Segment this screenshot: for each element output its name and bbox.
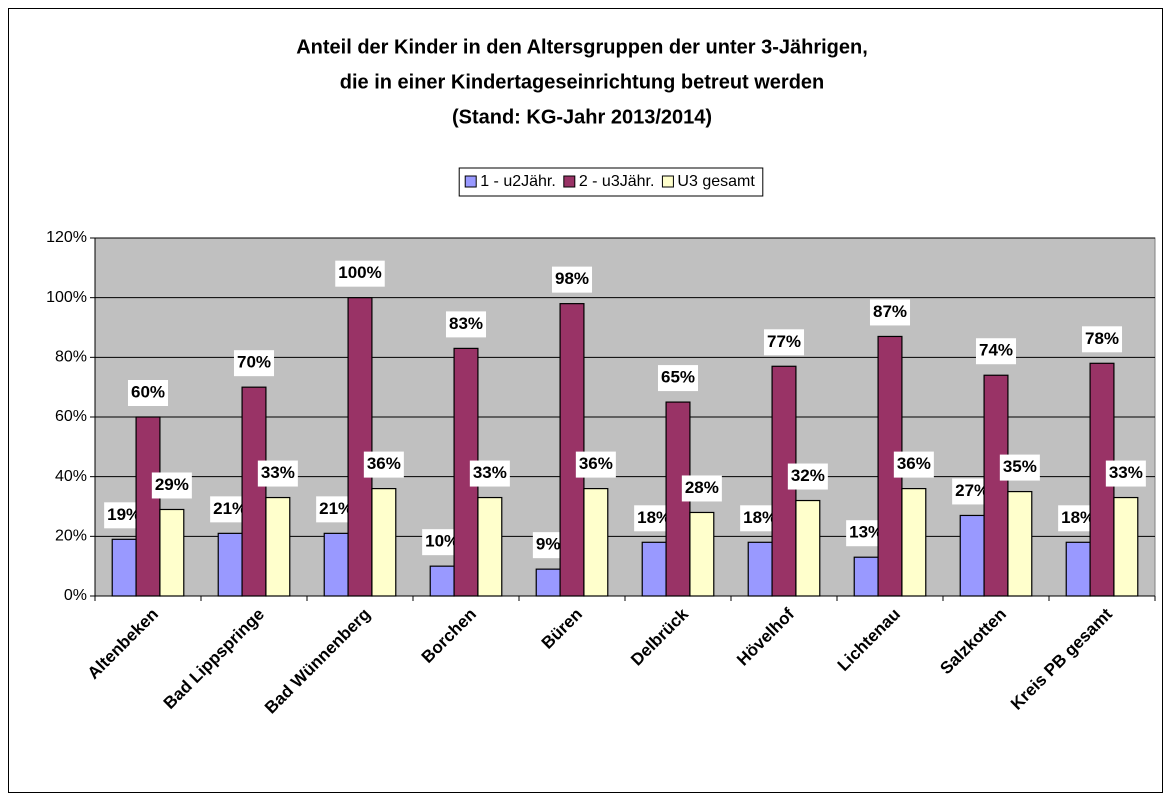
- value-label: 33%: [261, 463, 295, 482]
- bar: [853, 556, 879, 597]
- label-bg: [1081, 326, 1123, 353]
- value-label: 28%: [685, 478, 719, 497]
- legend-label: U3 gesamt: [677, 173, 755, 190]
- bar: [347, 297, 373, 597]
- value-label: 33%: [1109, 463, 1143, 482]
- label-bg: [151, 472, 192, 499]
- value-label: 35%: [1003, 457, 1037, 476]
- value-label: 33%: [473, 463, 507, 482]
- value-label: 18%: [743, 508, 777, 527]
- value-label: 27%: [955, 481, 989, 500]
- label-bg: [975, 338, 1017, 365]
- value-label: 87%: [873, 302, 907, 321]
- value-label: 78%: [1085, 329, 1119, 348]
- label-bg: [869, 299, 911, 326]
- value-label: 32%: [791, 466, 825, 485]
- label-bg: [445, 311, 487, 338]
- label-bg: [763, 329, 805, 356]
- bar: [901, 488, 927, 597]
- bar: [477, 496, 503, 597]
- bar: [747, 541, 773, 597]
- value-label: 98%: [555, 269, 589, 288]
- bar: [959, 514, 985, 597]
- value-label: 60%: [131, 382, 165, 401]
- value-label: 21%: [213, 499, 247, 518]
- value-label: 83%: [449, 314, 483, 333]
- value-label: 13%: [849, 523, 883, 542]
- bar: [983, 374, 1009, 597]
- legend-label: 1 - u2Jähr.: [480, 173, 556, 190]
- y-tick-label: 80%: [55, 349, 87, 366]
- value-label: 36%: [579, 454, 613, 473]
- legend-swatch: [563, 175, 576, 188]
- label-bg: [551, 266, 593, 293]
- bar: [1065, 541, 1091, 597]
- bar: [641, 541, 667, 597]
- value-label: 74%: [979, 341, 1013, 360]
- value-label: 36%: [897, 454, 931, 473]
- value-label: 9%: [536, 535, 561, 554]
- bar: [111, 538, 137, 597]
- y-tick-label: 0%: [64, 587, 87, 604]
- label-bg: [1105, 460, 1146, 487]
- bar: [1113, 496, 1139, 597]
- label-bg: [657, 365, 699, 392]
- y-tick-label: 20%: [55, 528, 87, 545]
- value-label: 10%: [425, 532, 459, 551]
- y-tick-label: 100%: [46, 289, 87, 306]
- value-label: 18%: [637, 508, 671, 527]
- bar: [795, 499, 821, 597]
- label-bg: [233, 350, 275, 377]
- label-bg: [893, 451, 934, 478]
- label-bg: [335, 260, 385, 287]
- bar: [1007, 490, 1033, 597]
- bar: [323, 532, 349, 597]
- y-tick-label: 40%: [55, 468, 87, 485]
- bar: [241, 386, 267, 597]
- value-label: 19%: [107, 505, 141, 524]
- bar: [535, 568, 561, 597]
- value-label: 100%: [338, 263, 381, 282]
- bar: [135, 416, 161, 597]
- label-bg: [127, 380, 169, 406]
- label-bg: [787, 463, 828, 490]
- legend-swatch: [661, 175, 674, 188]
- label-bg: [469, 460, 510, 487]
- bar: [583, 488, 609, 597]
- legend-box: [458, 167, 764, 197]
- bar: [265, 496, 291, 597]
- bar: [217, 532, 243, 597]
- label-bg: [999, 454, 1040, 481]
- value-label: 18%: [1061, 508, 1095, 527]
- bar: [371, 488, 397, 597]
- y-tick-label: 120%: [46, 229, 87, 246]
- label-bg: [532, 532, 564, 559]
- label-bg: [575, 451, 616, 478]
- value-label: 77%: [767, 332, 801, 351]
- chart-title: (Stand: KG-Jahr 2013/2014): [452, 106, 712, 128]
- value-label: 70%: [237, 353, 271, 372]
- value-label: 21%: [319, 499, 353, 518]
- chart-title: die in einer Kindertageseinrichtung betr…: [340, 71, 825, 93]
- y-tick-label: 60%: [55, 408, 87, 425]
- label-bg: [681, 475, 722, 502]
- legend-swatch: [464, 175, 477, 188]
- value-label: 65%: [661, 368, 695, 387]
- bar: [559, 303, 585, 597]
- label-bg: [257, 460, 298, 487]
- chart-title: Anteil der Kinder in den Altersgruppen d…: [296, 36, 868, 58]
- legend-label: 2 - u3Jähr.: [579, 173, 655, 190]
- bar: [159, 508, 185, 597]
- value-label: 29%: [155, 475, 189, 494]
- bar: [689, 511, 715, 597]
- label-bg: [363, 451, 404, 478]
- bar: [429, 565, 455, 597]
- value-label: 36%: [367, 454, 401, 473]
